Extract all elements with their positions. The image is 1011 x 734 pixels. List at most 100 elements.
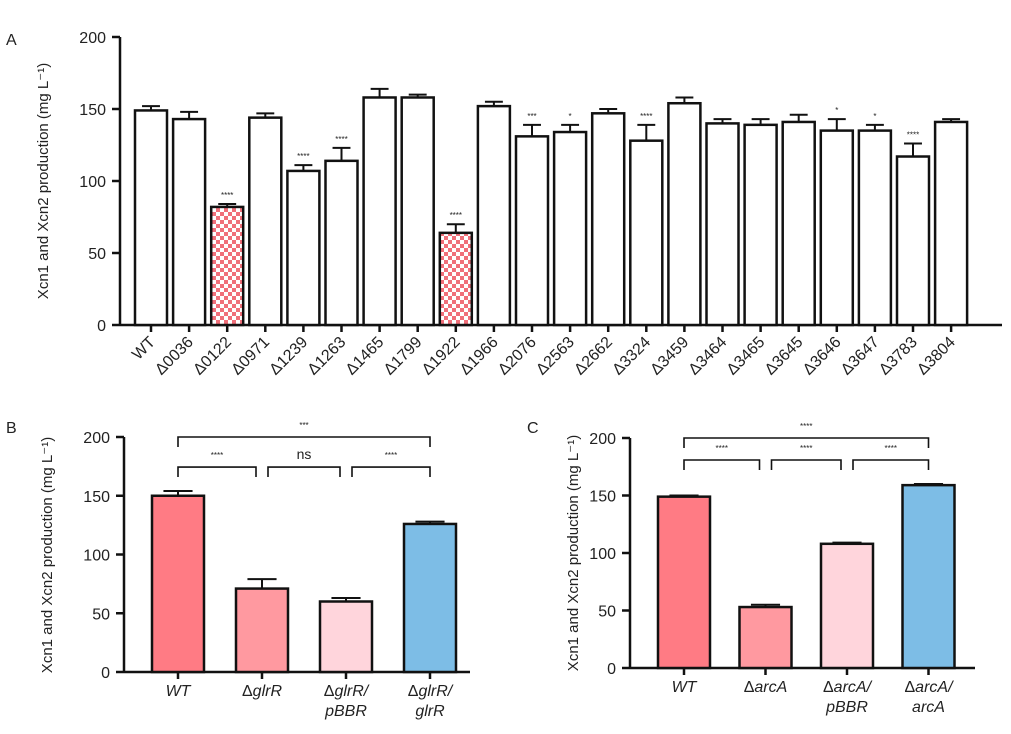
- significance-label: ****: [221, 191, 233, 200]
- comparison-significance-label: ****: [716, 444, 728, 453]
- x-tick-label-part: Δ: [324, 683, 335, 700]
- x-tick-label: Δ2076: [495, 334, 540, 379]
- bar: [248, 116, 283, 327]
- bar: [933, 120, 969, 327]
- x-tick-label-part: arcA/: [915, 679, 954, 696]
- panel-letter-b: B: [6, 420, 17, 437]
- significance-label: *: [873, 112, 876, 121]
- y-tick-label: 0: [607, 661, 616, 678]
- comparison-significance-label: ****: [385, 451, 397, 460]
- bar: [656, 495, 712, 670]
- x-tick-label: Δ3646: [800, 334, 845, 379]
- bar: [402, 522, 458, 674]
- y-tick-label: 100: [589, 546, 616, 563]
- y-axis-label-b: Xcn1 and Xcn2 production (mg L⁻¹): [39, 437, 56, 673]
- x-tick-label: Δ3647: [838, 334, 883, 379]
- x-tick-label-part: pBBR: [825, 699, 868, 716]
- comparison-significance-label: ****: [211, 451, 223, 460]
- bar: [171, 117, 207, 327]
- x-tick-label-part: arcA: [754, 679, 787, 696]
- x-tick-label: Δ0122: [190, 334, 235, 379]
- comparison-bracket: [770, 459, 842, 470]
- x-tick-label-part: Δ: [408, 683, 419, 700]
- bar: [743, 123, 778, 327]
- x-tick-label-part: arcA: [912, 699, 945, 716]
- significance-label: ***: [527, 112, 536, 121]
- bar: [781, 120, 816, 327]
- bar: [150, 494, 206, 674]
- panel-a-chart: A Xcn1 and Xcn2 production (mg L⁻¹) 0 50 100…: [6, 30, 1002, 379]
- y-tick-label: 0: [101, 665, 110, 682]
- comparison-significance-label: ****: [800, 444, 812, 453]
- significance-label: ****: [297, 152, 309, 161]
- x-tick-label: ΔarcA/arcA: [904, 679, 954, 716]
- x-tick-label-part: arcA/: [834, 679, 873, 696]
- bar: [362, 96, 397, 327]
- y-axis-label-c: Xcn1 and Xcn2 production (mg L⁻¹): [565, 435, 582, 671]
- bar: [629, 139, 664, 327]
- x-tick-label: Δ3804: [914, 334, 959, 379]
- bar: [705, 122, 740, 327]
- x-tick-label-part: glrR/: [418, 683, 453, 700]
- y-tick-label: 150: [83, 489, 110, 506]
- significance-label: ****: [450, 211, 462, 220]
- comparison-significance-label: ****: [885, 444, 897, 453]
- comparison-bracket: [177, 466, 257, 478]
- bar: [133, 109, 169, 327]
- bar: [400, 96, 435, 327]
- bar: [438, 231, 474, 327]
- significance-label: *: [835, 106, 838, 115]
- x-tick-label: Δ1239: [266, 334, 311, 379]
- x-tick-label: Δ1465: [343, 334, 388, 379]
- x-tick-label: Δ1922: [419, 334, 464, 379]
- bar: [819, 129, 855, 327]
- bar: [857, 129, 893, 327]
- panel-letter-c: C: [527, 420, 539, 437]
- x-tick-label: Δ3783: [876, 334, 921, 379]
- comparison-bracket: [683, 459, 761, 470]
- x-tick-label: WT: [672, 679, 698, 696]
- y-axis-label-a: Xcn1 and Xcn2 production (mg L⁻¹): [35, 63, 52, 299]
- bar: [738, 605, 793, 670]
- x-tick-label: Δ3459: [647, 334, 692, 379]
- panel-letter-a: A: [6, 32, 17, 49]
- x-tick-label: ΔglrR/pBBR: [324, 683, 370, 720]
- x-tick-label: WT: [166, 683, 192, 700]
- x-tick-label-part: WT: [672, 679, 698, 696]
- panel-c-chart: C Xcn1 and Xcn2 production (mg L⁻¹) 0 50 100…: [527, 420, 975, 716]
- x-tick-label: Δ0036: [152, 334, 197, 379]
- y-tick-label: 150: [589, 489, 616, 506]
- x-tick-label: Δ2662: [571, 334, 616, 379]
- y-tick-label: 200: [83, 430, 110, 447]
- x-tick-label: WT: [129, 334, 159, 364]
- panel-b-chart: B Xcn1 and Xcn2 production (mg L⁻¹) 0 50 100…: [6, 420, 470, 720]
- x-tick-label-part: glrR/: [334, 683, 369, 700]
- comparison-bracket: [683, 437, 930, 448]
- x-tick-label-part: WT: [166, 683, 192, 700]
- comparison-significance-label: ****: [800, 422, 812, 431]
- x-tick-label-part: Δ: [242, 683, 253, 700]
- x-tick-label: ΔglrR: [242, 683, 282, 700]
- y-tick-label: 200: [79, 30, 106, 47]
- bar: [234, 587, 290, 674]
- y-tick-label: 50: [598, 604, 616, 621]
- comparison-significance-label: ***: [299, 421, 308, 430]
- significance-label: ****: [335, 135, 347, 144]
- comparison-significance-label: ns: [297, 446, 312, 462]
- x-tick-label: Δ3645: [762, 334, 807, 379]
- bar: [324, 159, 359, 327]
- x-tick-label: Δ1966: [457, 334, 502, 379]
- bar: [476, 104, 512, 327]
- x-tick-label: Δ1799: [381, 334, 426, 379]
- x-tick-label: ΔarcA/pBBR: [823, 679, 873, 716]
- comparison-bracket: [351, 466, 431, 478]
- x-tick-label: Δ3464: [686, 334, 731, 379]
- x-tick-label-part: glrR: [415, 703, 445, 720]
- bar: [901, 483, 956, 670]
- significance-label: ****: [907, 131, 919, 140]
- x-tick-label: Δ3465: [724, 334, 769, 379]
- bar: [318, 600, 374, 674]
- bar: [286, 169, 321, 327]
- x-tick-label-part: pBBR: [324, 703, 367, 720]
